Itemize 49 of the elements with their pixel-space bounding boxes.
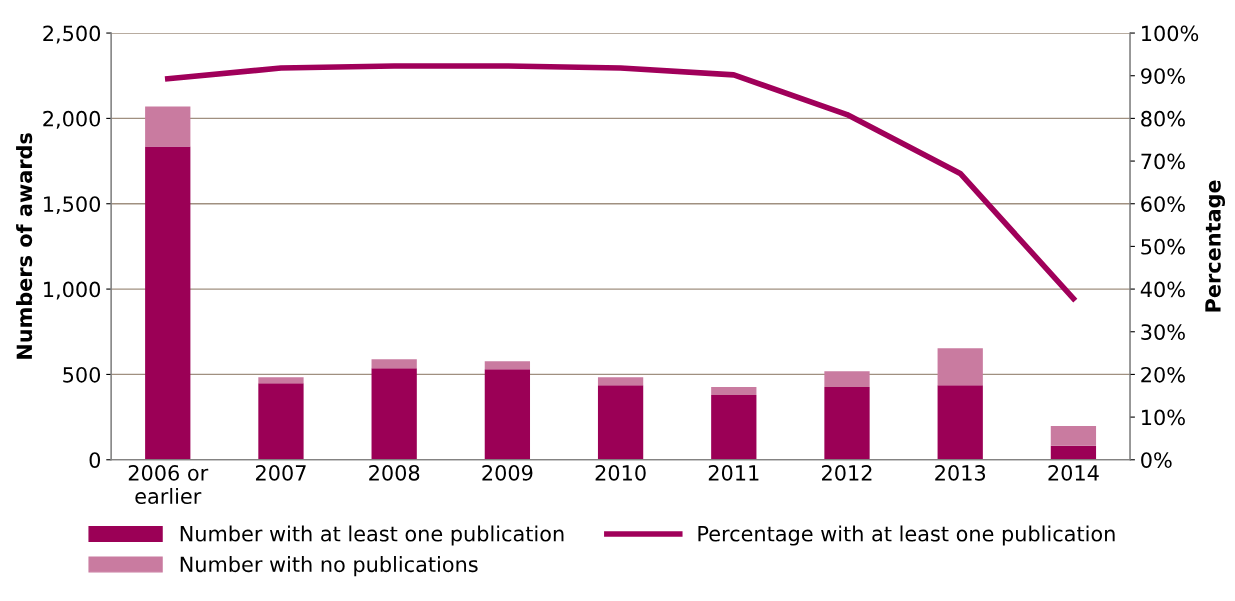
y2-tick-label: 60% [1141, 196, 1185, 212]
bar [824, 387, 870, 460]
bar [145, 146, 191, 460]
bar [145, 106, 191, 147]
bar [824, 371, 870, 388]
y2-tick-label: 80% [1141, 110, 1185, 127]
y2-tick-label: 0% [1141, 452, 1172, 468]
x-tick-label: 2009 [482, 464, 533, 481]
bar [711, 395, 757, 460]
x-tick-label: 2007 [255, 464, 306, 481]
y-tick-label: 2,500 [43, 25, 101, 44]
bar [597, 385, 644, 460]
x-tick-label: 2012 [822, 464, 872, 481]
y2-tick-label: 70% [1141, 153, 1185, 170]
y-tick-label: 1,500 [44, 196, 101, 215]
x-tick-label: 2014 [1048, 464, 1099, 481]
bar [258, 377, 304, 384]
y2-tick-label: 30% [1141, 324, 1185, 340]
bar [371, 359, 417, 369]
y-axis-title: Numbers of awards [16, 133, 33, 359]
bar [937, 385, 983, 460]
y2-tick-label: 90% [1141, 68, 1185, 84]
y-tick-label: 1,000 [44, 281, 101, 300]
legend-label: Number with no publications [180, 556, 478, 577]
bar [1050, 445, 1097, 460]
bar [484, 361, 531, 370]
y2-tick-label: 50% [1141, 238, 1185, 255]
bar [937, 348, 983, 386]
bar [258, 383, 304, 460]
bar [1050, 425, 1097, 446]
x-tick-label: 2011 [708, 464, 759, 481]
x-tick-label: 2010 [595, 464, 646, 481]
bar [371, 368, 417, 460]
y-tick-label: 500 [63, 366, 101, 383]
x-tick-label: 2006 or earlier [128, 464, 209, 505]
y-tick-label: 0 [89, 452, 101, 468]
bar [711, 387, 757, 396]
y2-tick-label: 10% [1142, 409, 1185, 426]
y2-axis-title: Percentage [1205, 180, 1226, 312]
bar [597, 377, 644, 386]
x-tick-label: 2008 [369, 464, 420, 481]
legend-label: Percentage with at least one publication [698, 525, 1115, 546]
legend-label: Number with at least one publication [180, 525, 564, 546]
y2-tick-label: 40% [1140, 281, 1185, 298]
y-tick-label: 2,000 [43, 110, 101, 129]
bar [484, 369, 531, 460]
y2-tick-label: 20% [1141, 366, 1185, 383]
x-tick-label: 2013 [935, 464, 986, 481]
y2-tick-label: 100% [1142, 25, 1199, 42]
